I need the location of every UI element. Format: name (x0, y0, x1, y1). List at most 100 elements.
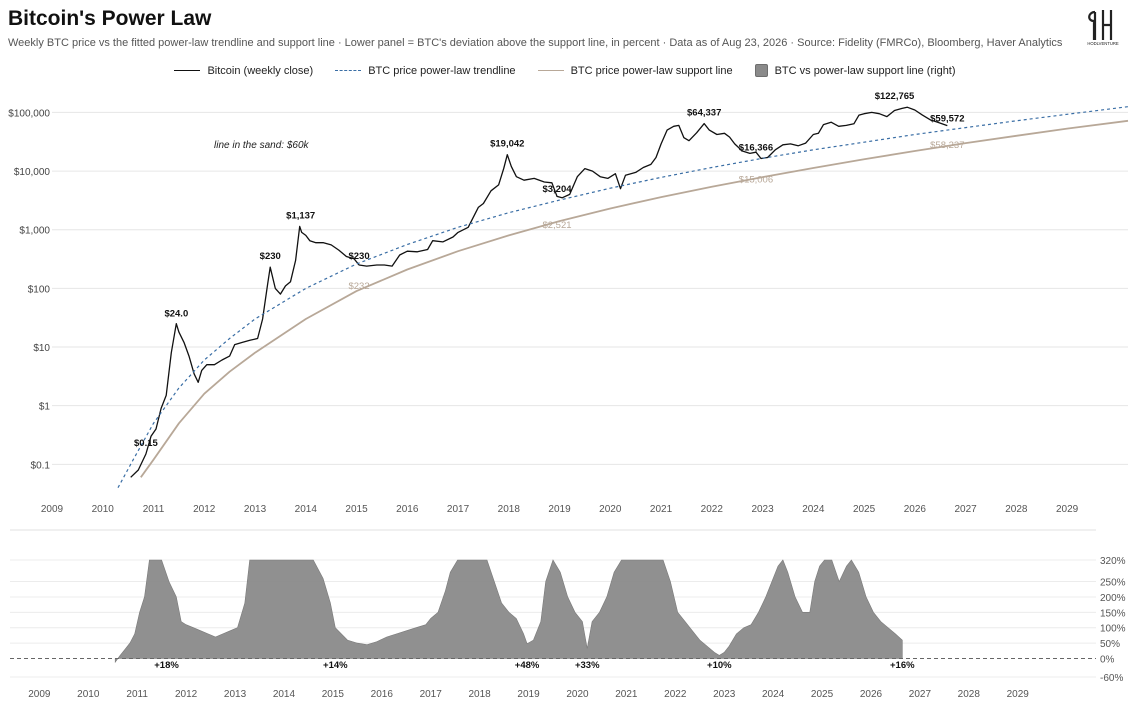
lower-x-tick-label: 2024 (762, 689, 785, 700)
price-label: $59,572 (930, 114, 964, 125)
deviation-label: +14% (323, 660, 348, 671)
lower-x-tick-label: 2022 (664, 689, 687, 700)
upper-y-tick-label: $100,000 (8, 108, 50, 119)
deviation-label: +10% (707, 660, 732, 671)
upper-x-tick-label: 2023 (751, 504, 774, 515)
page-title: Bitcoin's Power Law (8, 7, 212, 30)
legend-label-trendline: BTC price power-law trendline (368, 64, 516, 77)
lower-y-tick-label: 200% (1100, 593, 1126, 604)
price-label: $16,366 (739, 143, 773, 154)
lower-y-tick-label: 320% (1100, 556, 1126, 567)
series-line-trendline (117, 106, 1129, 488)
legend-label-deviation: BTC vs power-law support line (right) (774, 64, 956, 77)
legend-swatch-deviation (754, 64, 768, 77)
upper-y-tick-label: $0.1 (31, 460, 51, 471)
price-label: $122,765 (875, 91, 915, 102)
upper-x-tick-label: 2022 (701, 504, 724, 515)
lower-x-tick-label: 2014 (273, 689, 296, 700)
upper-x-tick-label: 2009 (41, 504, 64, 515)
upper-y-tick-label: $100 (28, 284, 51, 295)
upper-x-tick-label: 2027 (954, 504, 977, 515)
price-label: $3,204 (542, 184, 572, 195)
upper-x-tick-label: 2014 (295, 504, 318, 515)
deviation-label: +33% (575, 660, 600, 671)
series-line-bitcoin (130, 106, 948, 478)
lower-x-tick-label: 2020 (566, 689, 589, 700)
upper-y-tick-label: $10 (33, 343, 50, 354)
upper-x-tick-label: 2011 (143, 504, 165, 515)
lower-x-tick-label: 2009 (28, 689, 51, 700)
price-label: $19,042 (490, 139, 524, 150)
upper-x-tick-label: 2012 (193, 504, 216, 515)
price-label: $0.15 (134, 438, 158, 449)
upper-x-tick-label: 2029 (1056, 504, 1079, 515)
price-label: $2,521 (542, 220, 571, 231)
lower-x-tick-label: 2025 (811, 689, 834, 700)
chart-legend: Bitcoin (weekly close) BTC price power-l… (0, 64, 1130, 77)
price-label: $15,006 (739, 175, 773, 186)
lower-y-tick-label: -60% (1100, 673, 1123, 684)
upper-x-tick-label: 2019 (548, 504, 571, 515)
logo-text: HODLVENTURE (1087, 41, 1119, 46)
legend-item-trendline: BTC price power-law trendline (335, 64, 516, 77)
price-label: $230 (348, 251, 369, 262)
lower-x-tick-label: 2010 (77, 689, 100, 700)
lower-x-tick-label: 2013 (224, 689, 247, 700)
lower-x-tick-label: 2016 (371, 689, 394, 700)
lower-x-tick-label: 2017 (420, 689, 443, 700)
upper-x-tick-label: 2020 (599, 504, 622, 515)
upper-x-tick-label: 2018 (498, 504, 521, 515)
lower-y-tick-label: 100% (1100, 624, 1126, 635)
price-label: $232 (348, 281, 369, 292)
lower-x-tick-label: 2028 (958, 689, 981, 700)
legend-swatch-bitcoin (174, 70, 201, 71)
upper-x-tick-label: 2024 (802, 504, 825, 515)
upper-x-tick-label: 2026 (904, 504, 927, 515)
price-label: $24.0 (164, 309, 188, 320)
lower-x-tick-label: 2026 (860, 689, 883, 700)
legend-swatch-trendline (335, 70, 362, 71)
annotation-line-in-sand: line in the sand: $60k (214, 140, 310, 151)
legend-label-bitcoin: Bitcoin (weekly close) (207, 64, 314, 77)
upper-x-tick-label: 2017 (447, 504, 470, 515)
upper-x-tick-label: 2016 (396, 504, 419, 515)
deviation-area (114, 559, 903, 664)
lower-y-tick-label: 0% (1100, 655, 1115, 666)
price-label: $58,237 (930, 140, 964, 151)
hodlventure-logo-icon: HODLVENTURE (1087, 10, 1119, 46)
legend-swatch-support (537, 70, 564, 71)
series-line-support (140, 119, 1129, 478)
price-label: $1,137 (286, 210, 315, 221)
legend-item-bitcoin: Bitcoin (weekly close) (174, 64, 313, 77)
price-label: $64,337 (687, 108, 721, 119)
lower-x-tick-label: 2011 (126, 689, 148, 700)
lower-x-tick-label: 2012 (175, 689, 198, 700)
lower-x-tick-label: 2027 (909, 689, 932, 700)
deviation-label: +48% (515, 660, 540, 671)
upper-x-tick-label: 2015 (345, 504, 368, 515)
lower-x-tick-label: 2018 (468, 689, 491, 700)
upper-x-tick-label: 2028 (1005, 504, 1028, 515)
page-subtitle: Weekly BTC price vs the fitted power-law… (8, 37, 1063, 49)
upper-x-tick-label: 2010 (92, 504, 115, 515)
deviation-label: +16% (890, 660, 915, 671)
lower-x-tick-label: 2019 (517, 689, 540, 700)
legend-label-support: BTC price power-law support line (570, 64, 733, 77)
lower-x-tick-label: 2023 (713, 689, 736, 700)
lower-y-tick-label: 250% (1100, 578, 1126, 589)
lower-y-tick-label: 150% (1100, 608, 1126, 619)
lower-x-tick-label: 2015 (322, 689, 345, 700)
lower-x-tick-label: 2029 (1007, 689, 1030, 700)
legend-item-deviation: BTC vs power-law support line (right) (754, 64, 956, 77)
upper-x-tick-label: 2021 (650, 504, 673, 515)
price-label: $230 (260, 251, 281, 262)
upper-y-tick-label: $1 (39, 402, 51, 413)
upper-y-tick-label: $1,000 (19, 226, 50, 237)
lower-y-tick-label: 50% (1100, 639, 1120, 650)
lower-x-tick-label: 2021 (615, 689, 638, 700)
deviation-label: +18% (154, 660, 179, 671)
upper-x-tick-label: 2013 (244, 504, 267, 515)
upper-x-tick-label: 2025 (853, 504, 876, 515)
legend-item-support: BTC price power-law support line (537, 64, 733, 77)
